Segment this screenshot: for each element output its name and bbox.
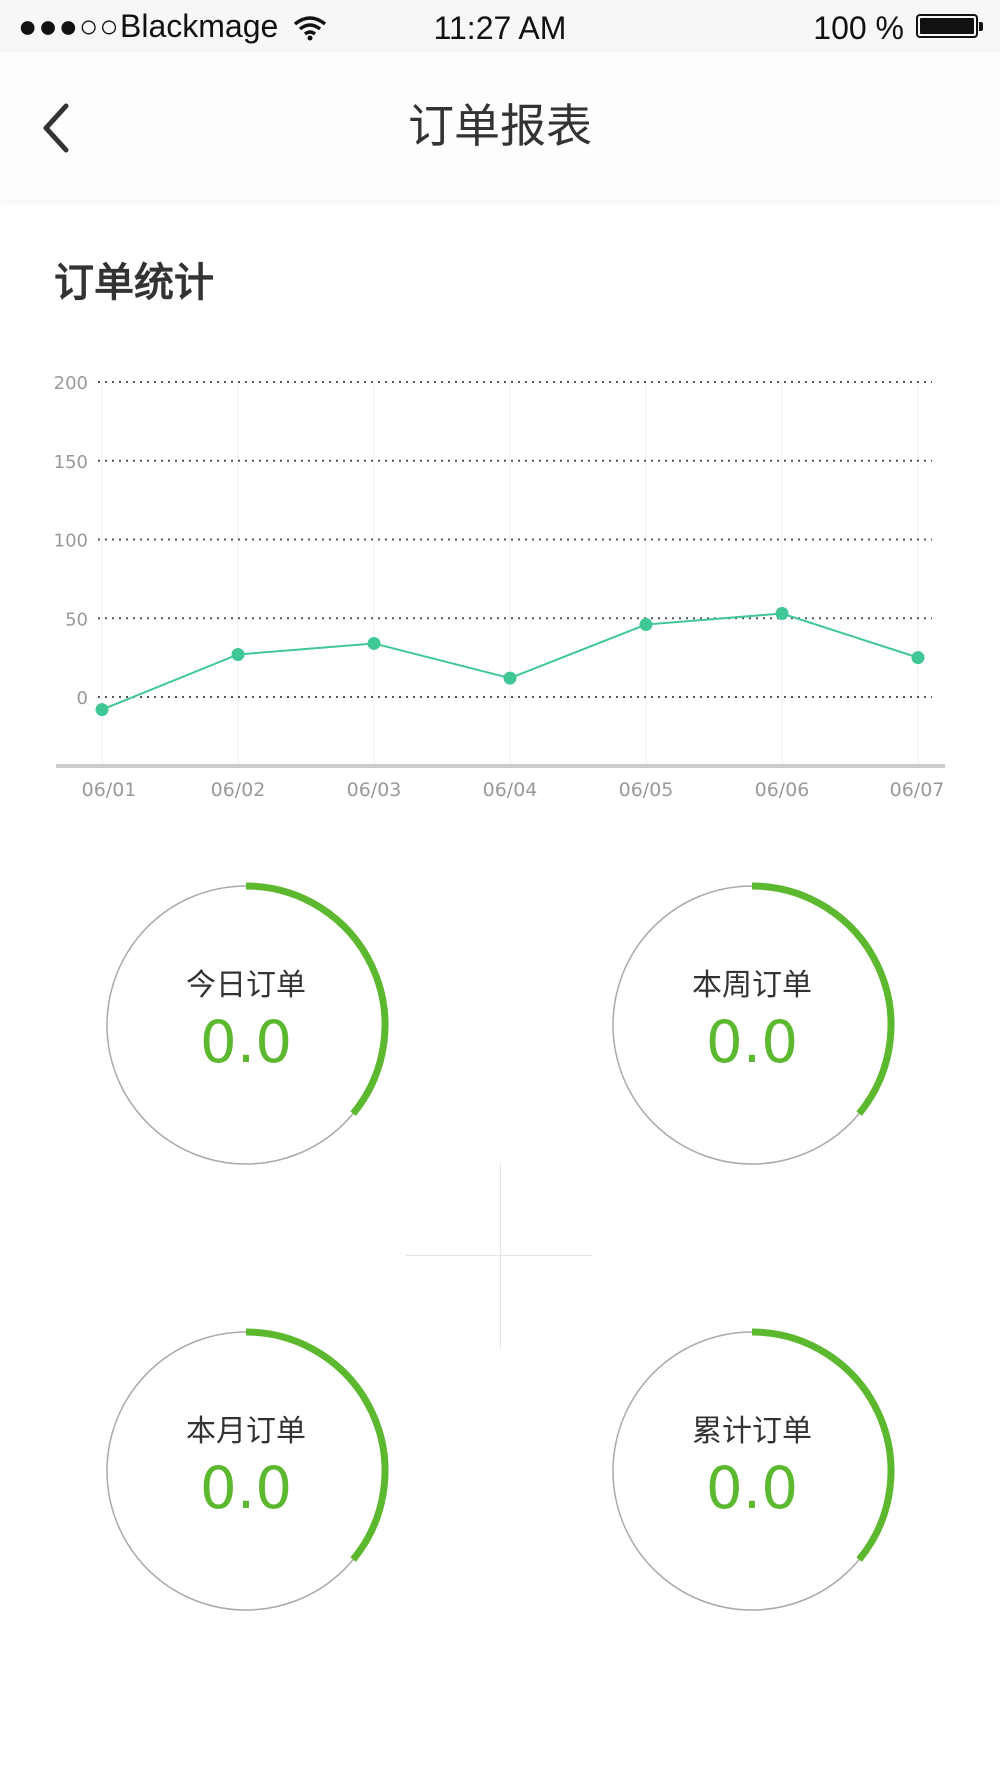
gauge-progress-arc [751,1328,895,1562]
y-tick-label: 200 [54,373,88,394]
gauge-label: 本周订单 [692,968,812,1003]
x-tick-label: 06/01 [82,779,137,801]
back-button[interactable] [38,100,78,156]
x-tick-label: 06/02 [211,779,266,801]
data-point [367,636,381,650]
x-tick-label: 06/03 [347,779,402,801]
gauge-progress-arc [245,882,389,1116]
gauge-value: 0.0 [705,1008,799,1076]
battery-icon [916,14,983,38]
section-title: 订单统计 [54,260,214,306]
data-point [911,651,925,665]
chart-canvas: 0 50 100 150 200 06/01 06/02 06/03 06/04 06/05 06/… [54,373,945,801]
battery-percentage: 100 % [813,10,904,46]
gauge-total-orders[interactable]: 累计订单 0.0 [607,1326,897,1616]
y-tick-label: 0 [77,688,88,709]
chevron-left-icon [43,103,69,153]
gauge-today-orders[interactable]: 今日订单 0.0 [101,880,391,1170]
data-point [503,671,517,685]
gauge-label: 累计订单 [692,1414,812,1449]
gauge-progress-arc [751,882,895,1116]
progress-ring-icon [106,1328,389,1611]
status-bar: ●●●○○ Blackmage 11:27 AM 100 % [0,0,1000,52]
divider-horizontal [406,1255,592,1256]
y-tick-label: 50 [65,609,88,630]
navigation-bar: 订单报表 [0,52,1000,200]
x-tick-label: 06/06 [755,779,810,801]
progress-ring-icon [612,1328,895,1611]
signal-strength-icon: ●●●○○ [18,8,120,44]
gauge-value: 0.0 [199,1454,293,1522]
data-point [639,618,653,632]
wifi-icon [293,12,327,49]
gauge-progress-arc [245,1328,389,1562]
y-tick-label: 100 [54,531,88,552]
data-point [95,703,109,717]
y-tick-label: 150 [54,452,88,473]
data-point [775,607,789,621]
gauge-week-orders[interactable]: 本周订单 0.0 [607,880,897,1170]
x-tick-label: 06/05 [619,779,674,801]
gauge-month-orders[interactable]: 本月订单 0.0 [101,1326,391,1616]
x-tick-label: 06/07 [890,779,945,801]
gauge-value: 0.0 [705,1454,799,1522]
status-time: 11:27 AM [433,10,567,46]
page-title: 订单报表 [408,99,592,153]
gauge-value: 0.0 [199,1008,293,1076]
carrier-name: Blackmage [120,8,279,44]
gauge-label: 本月订单 [186,1414,306,1449]
progress-ring-icon [106,882,389,1165]
data-point [231,647,245,661]
gauge-label: 今日订单 [186,968,306,1003]
divider-vertical [500,1163,501,1349]
x-tick-label: 06/04 [483,779,538,801]
progress-ring-icon [612,882,895,1165]
order-line-chart: 0 50 100 150 200 06/01 06/02 06/03 06/04 06/05 06/… [0,360,1000,820]
